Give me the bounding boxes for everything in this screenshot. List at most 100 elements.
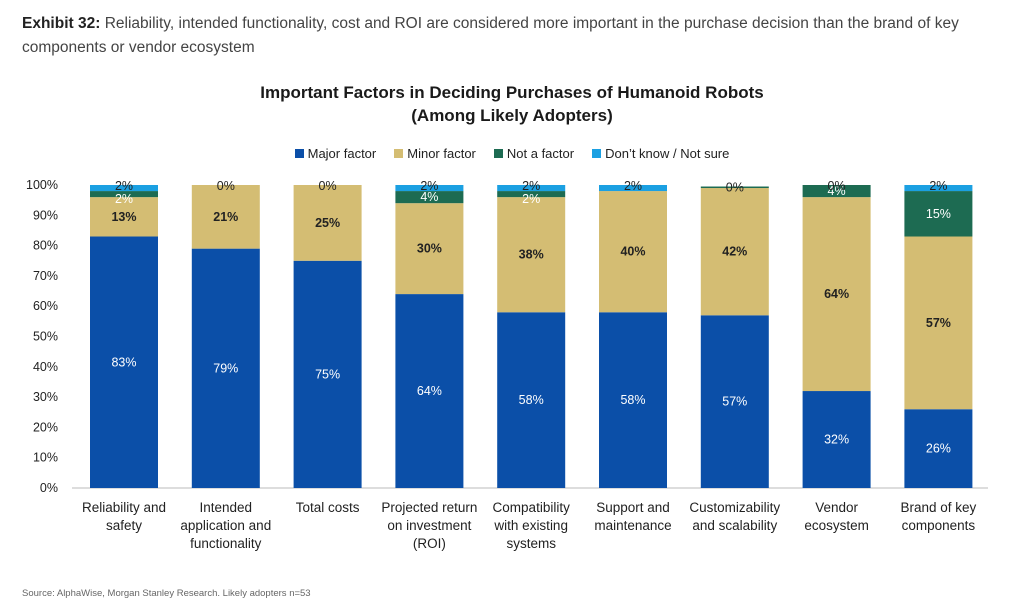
legend-label: Not a factor — [506, 146, 575, 161]
y-tick-label: 20% — [33, 420, 58, 434]
y-tick-label: 50% — [33, 330, 58, 344]
bar-segment-dontknow — [497, 185, 566, 192]
legend-swatch — [294, 149, 304, 158]
x-category-label: Intended — [200, 500, 253, 515]
legend-swatch — [394, 149, 404, 158]
bar-segment-major — [395, 294, 464, 488]
x-category-label: ecosystem — [804, 518, 869, 533]
x-category-label: Compatibility — [493, 500, 571, 515]
legend-swatch — [493, 149, 503, 158]
legend-entry: Don’t know / Not sure — [592, 146, 729, 161]
bar-segment-not — [497, 191, 566, 198]
data-label: 15% — [926, 207, 951, 221]
legend-entry: Not a factor — [493, 146, 575, 161]
bar-segment-not — [802, 185, 871, 198]
bar-segment-major — [700, 315, 769, 488]
data-label: 40% — [620, 245, 645, 259]
bar-segment-minor — [293, 185, 362, 261]
legend-swatch — [592, 149, 602, 158]
x-category-label: Total costs — [296, 500, 360, 515]
bar-segment-dontknow — [599, 185, 667, 192]
legend-label: Don’t know / Not sure — [605, 146, 730, 161]
data-label: 79% — [213, 361, 238, 375]
data-label: 42% — [722, 245, 747, 259]
data-label: 2% — [929, 179, 947, 193]
bar-segment-not — [700, 186, 769, 189]
bar-segment-major — [904, 409, 973, 488]
bar-segment-minor — [904, 236, 973, 410]
data-label: 25% — [315, 216, 340, 230]
chart-legend: Major factor Minor factor Not a factor Don’… — [0, 146, 1024, 161]
bar-segment-minor — [700, 188, 769, 316]
x-category-label: application and — [180, 518, 271, 533]
bar-segment-major — [599, 312, 667, 488]
bar-segment-major — [802, 391, 871, 488]
legend-entry: Minor factor — [394, 146, 476, 161]
y-tick-label: 80% — [33, 239, 58, 253]
x-category-label: systems — [506, 536, 556, 551]
data-label: 83% — [111, 355, 136, 369]
data-label: 2% — [624, 179, 642, 193]
bar-segment-minor — [497, 197, 566, 313]
y-tick-label: 100% — [26, 178, 58, 192]
chart-title: Important Factors in Deciding Purchases … — [260, 83, 764, 102]
y-tick-label: 30% — [33, 390, 58, 404]
bar-segment-not — [90, 191, 158, 198]
x-category-label: with existing — [493, 518, 568, 533]
exhibit-label: Exhibit 32: — [22, 15, 101, 32]
x-category-label: maintenance — [594, 518, 671, 533]
y-tick-label: 0% — [40, 481, 58, 495]
data-label: 0% — [828, 179, 846, 193]
stacked-bar-chart: 0% 10% 20% 30% 40% 50% 60% 70% 80% 90% 100% 83% 13% 2… — [26, 178, 988, 551]
data-label: 21% — [213, 210, 238, 224]
bar-segment-not — [395, 191, 464, 204]
y-tick-label: 10% — [33, 451, 58, 465]
y-tick-label: 90% — [33, 208, 58, 222]
bar-segment-major — [90, 236, 158, 488]
data-label: 2% — [522, 179, 540, 193]
data-label: 0% — [319, 179, 337, 193]
bar-segment-minor — [191, 185, 260, 249]
x-category-label: functionality — [190, 536, 262, 551]
data-label: 4% — [420, 190, 438, 204]
bar-segment-minor — [599, 191, 667, 313]
x-category-label: Vendor — [815, 500, 858, 515]
bar-segment-dontknow — [395, 185, 464, 192]
data-label: 2% — [115, 192, 133, 206]
bar-segment-minor — [395, 203, 464, 295]
legend-entry: Major factor — [294, 146, 377, 161]
data-label: 0% — [726, 181, 744, 195]
bar-segment-not — [904, 191, 973, 237]
x-category-label: (ROI) — [413, 536, 446, 551]
data-label: 38% — [519, 248, 544, 262]
legend-label: Major factor — [307, 146, 377, 161]
data-label: 57% — [722, 395, 747, 409]
legend-label: Minor factor — [407, 146, 476, 161]
y-tick-label: 60% — [33, 299, 58, 313]
data-label: 2% — [115, 179, 133, 193]
data-label: 13% — [111, 210, 136, 224]
x-category-label: components — [902, 518, 976, 533]
data-label: 2% — [522, 192, 540, 206]
y-tick-label: 70% — [33, 269, 58, 283]
data-label: 26% — [926, 442, 951, 456]
x-category-label: Projected return — [381, 500, 477, 515]
y-tick-label: 40% — [33, 360, 58, 374]
bar-segment-major — [191, 248, 260, 488]
data-label: 57% — [926, 316, 951, 330]
data-label: 58% — [519, 393, 544, 407]
bar-segment-major — [293, 260, 362, 488]
x-category-label: Reliability and — [82, 500, 166, 515]
bar-segment-minor — [90, 197, 158, 237]
bar-segment-dontknow — [90, 185, 158, 192]
x-category-label: Support and — [596, 500, 670, 515]
exhibit-caption: Exhibit 32: Reliability, intended functi… — [22, 12, 1012, 60]
chart-subtitle: (Among Likely Adopters) — [411, 106, 613, 125]
bar-segment-major — [497, 312, 566, 488]
data-label: 58% — [620, 393, 645, 407]
data-label: 30% — [417, 242, 442, 256]
source-note: Source: AlphaWise, Morgan Stanley Resear… — [22, 588, 311, 599]
x-category-label: Customizability — [689, 500, 780, 515]
exhibit-text: Reliability, intended functionality, cos… — [22, 15, 959, 56]
data-label: 64% — [417, 384, 442, 398]
